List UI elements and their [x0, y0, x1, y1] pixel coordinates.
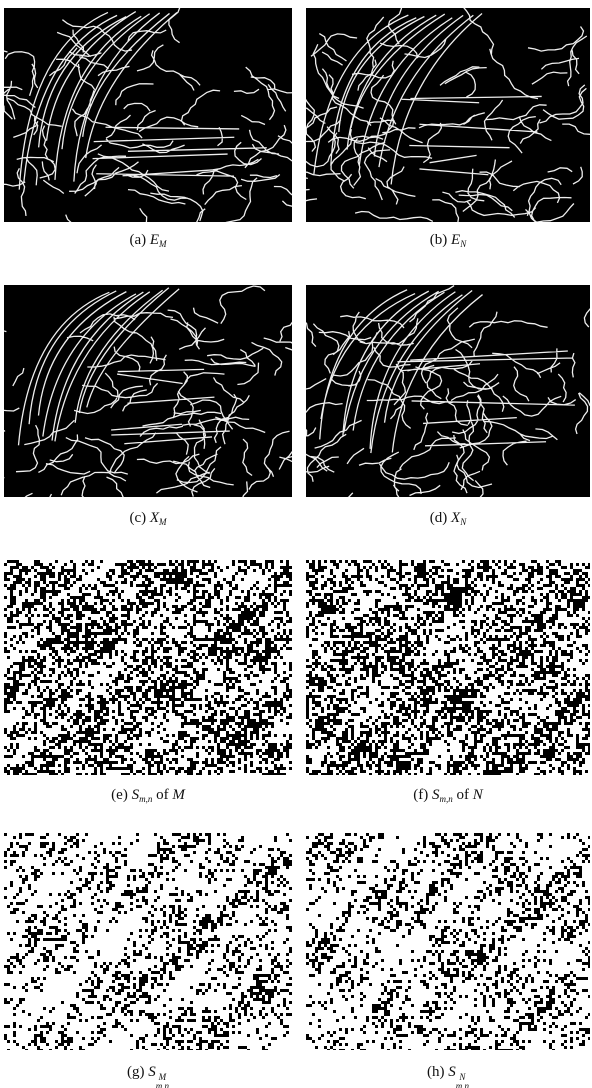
panel-background — [306, 8, 590, 222]
caption-subscript: m,n — [456, 1082, 469, 1088]
caption-symbol: M — [172, 787, 185, 803]
image-panel — [4, 833, 292, 1050]
caption-subscript: m,n — [139, 794, 152, 804]
caption-symbol: E — [451, 232, 460, 248]
caption-label: (c) — [129, 510, 146, 526]
caption-label: (d) — [430, 510, 448, 526]
caption-subscript: M — [159, 239, 167, 249]
caption-label: (g) — [127, 1064, 145, 1080]
caption: (d) XN — [306, 508, 590, 532]
caption-subscript: N — [460, 239, 466, 249]
image-panel — [306, 560, 590, 775]
caption-subscript: m,n — [439, 794, 452, 804]
image-panel — [4, 285, 292, 497]
caption: (b) EN — [306, 230, 590, 254]
image-panel — [4, 8, 292, 222]
image-panel — [4, 560, 292, 775]
caption-symbol: N — [473, 787, 483, 803]
caption-subscript: M — [159, 517, 167, 527]
caption-symbol: S — [132, 787, 140, 803]
image-panel — [306, 285, 590, 497]
caption-label: (a) — [129, 232, 146, 248]
caption: (c) XM — [4, 508, 292, 532]
caption-label: (b) — [430, 232, 448, 248]
caption-symbol: S — [148, 1064, 156, 1080]
caption-symbol: X — [451, 510, 460, 526]
caption-symbol: E — [150, 232, 159, 248]
caption: (e) Sm,n of M — [4, 785, 292, 809]
caption-symbol: S — [448, 1064, 456, 1080]
caption-symbol: X — [150, 510, 159, 526]
caption-label: (h) — [427, 1064, 445, 1080]
caption: (f) Sm,n of N — [306, 785, 590, 809]
caption: (a) EM — [4, 230, 292, 254]
image-panel — [306, 833, 590, 1050]
caption-subscript: m,n — [156, 1082, 169, 1088]
image-panel — [306, 8, 590, 222]
caption-label: (e) — [111, 787, 128, 803]
figure: (a) EM(b) EN(c) XM(d) XN(e) Sm,n of M(f)… — [0, 0, 592, 1088]
caption-word: of — [456, 787, 469, 803]
caption-word: of — [156, 787, 169, 803]
caption-label: (f) — [413, 787, 428, 803]
caption-subscript: N — [460, 517, 466, 527]
